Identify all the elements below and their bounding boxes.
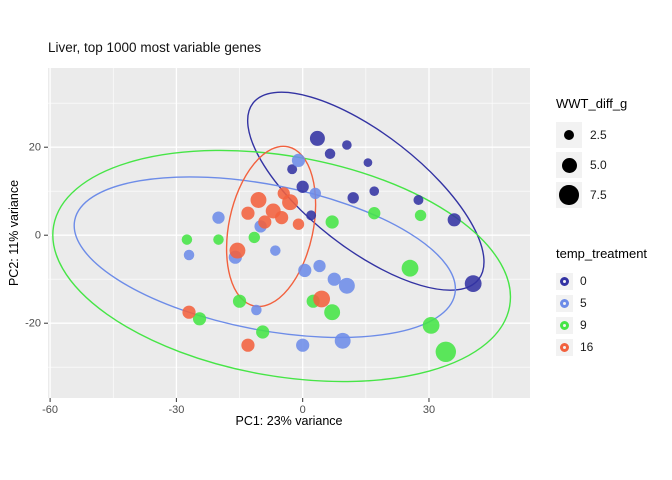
group-circle-icon [560,276,569,286]
color-legend-row: 9 [556,314,647,336]
size-legend-title: WWT_diff_g [556,96,628,111]
size-dot-icon [559,185,579,205]
color-key [556,316,573,334]
svg-text:0: 0 [35,230,41,242]
size-legend-label: 5.0 [590,158,607,172]
svg-text:-30: -30 [168,404,184,416]
size-key [556,152,582,178]
x-axis-label: PC1: 23% variance [235,414,343,428]
size-legend-row: 7.5 [556,180,627,210]
size-key [556,122,582,148]
group-circle-icon [560,342,569,352]
svg-text:-20: -20 [25,318,41,330]
color-legend-label: 9 [580,318,587,332]
color-key [556,272,573,290]
size-dot-icon [561,157,577,173]
size-key [556,182,582,208]
color-key [556,338,573,356]
svg-text:-60: -60 [42,404,58,416]
chart-title: Liver, top 1000 most variable genes [48,40,262,55]
size-dot-icon [563,129,575,141]
size-legend-label: 2.5 [590,128,607,142]
size-legend-row: 2.5 [556,120,627,150]
group-circle-icon [560,320,569,330]
color-legend-row: 16 [556,336,647,358]
color-legend-row: 0 [556,270,647,292]
group-circle-icon [560,298,569,308]
svg-text:30: 30 [423,404,435,416]
color-legend-label: 5 [580,296,587,310]
y-axis-label: PC2: 11% variance [7,179,21,287]
color-legend-label: 0 [580,274,587,288]
size-legend-row: 5.0 [556,150,627,180]
color-legend-title: temp_treatment [556,246,648,261]
size-legend-label: 7.5 [590,188,607,202]
color-key [556,294,573,312]
size-legend: WWT_diff_g 2.5 5.0 7.5 [556,96,627,210]
color-legend: temp_treatment 0 5 9 16 [556,246,647,358]
color-legend-label: 16 [580,340,594,354]
svg-text:0: 0 [300,404,306,416]
color-legend-row: 5 [556,292,647,314]
svg-text:20: 20 [29,142,41,154]
